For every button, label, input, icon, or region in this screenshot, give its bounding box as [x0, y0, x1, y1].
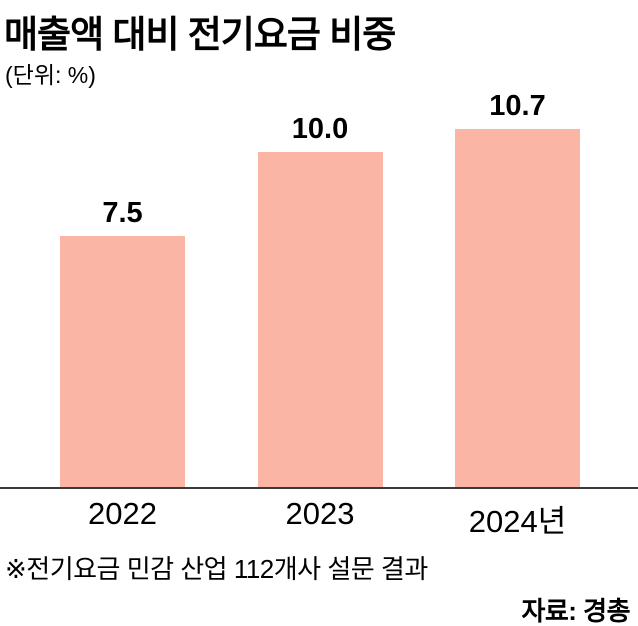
- bar: [257, 152, 383, 487]
- bar-chart-plot-area: 7.5 10.0 10.7: [60, 92, 580, 487]
- x-axis-label: 2023: [285, 496, 355, 531]
- bar: [455, 129, 580, 487]
- bar: [60, 236, 185, 487]
- bar-value-label: 10.7: [489, 90, 546, 122]
- x-axis-label: 2022: [88, 496, 157, 531]
- x-axis-label: 2024년: [468, 504, 567, 539]
- x-axis-labels-row: 2022 2023 2024년: [60, 496, 580, 541]
- bar-column: 7.5: [60, 199, 185, 487]
- bar-value-label: 10.0: [291, 113, 349, 145]
- x-axis-line: [0, 487, 638, 489]
- footnote: ※전기요금 민감 산업 112개사 설문 결과: [5, 554, 428, 584]
- bar-column: 10.7: [455, 92, 580, 487]
- bar-column: 10.0: [257, 113, 383, 487]
- source-label: 자료: 경총: [521, 596, 630, 626]
- page-title: 매출액 대비 전기요금 비중: [4, 14, 396, 55]
- bar-value-label: 7.5: [102, 197, 143, 229]
- unit-label: (단위: %): [5, 62, 96, 88]
